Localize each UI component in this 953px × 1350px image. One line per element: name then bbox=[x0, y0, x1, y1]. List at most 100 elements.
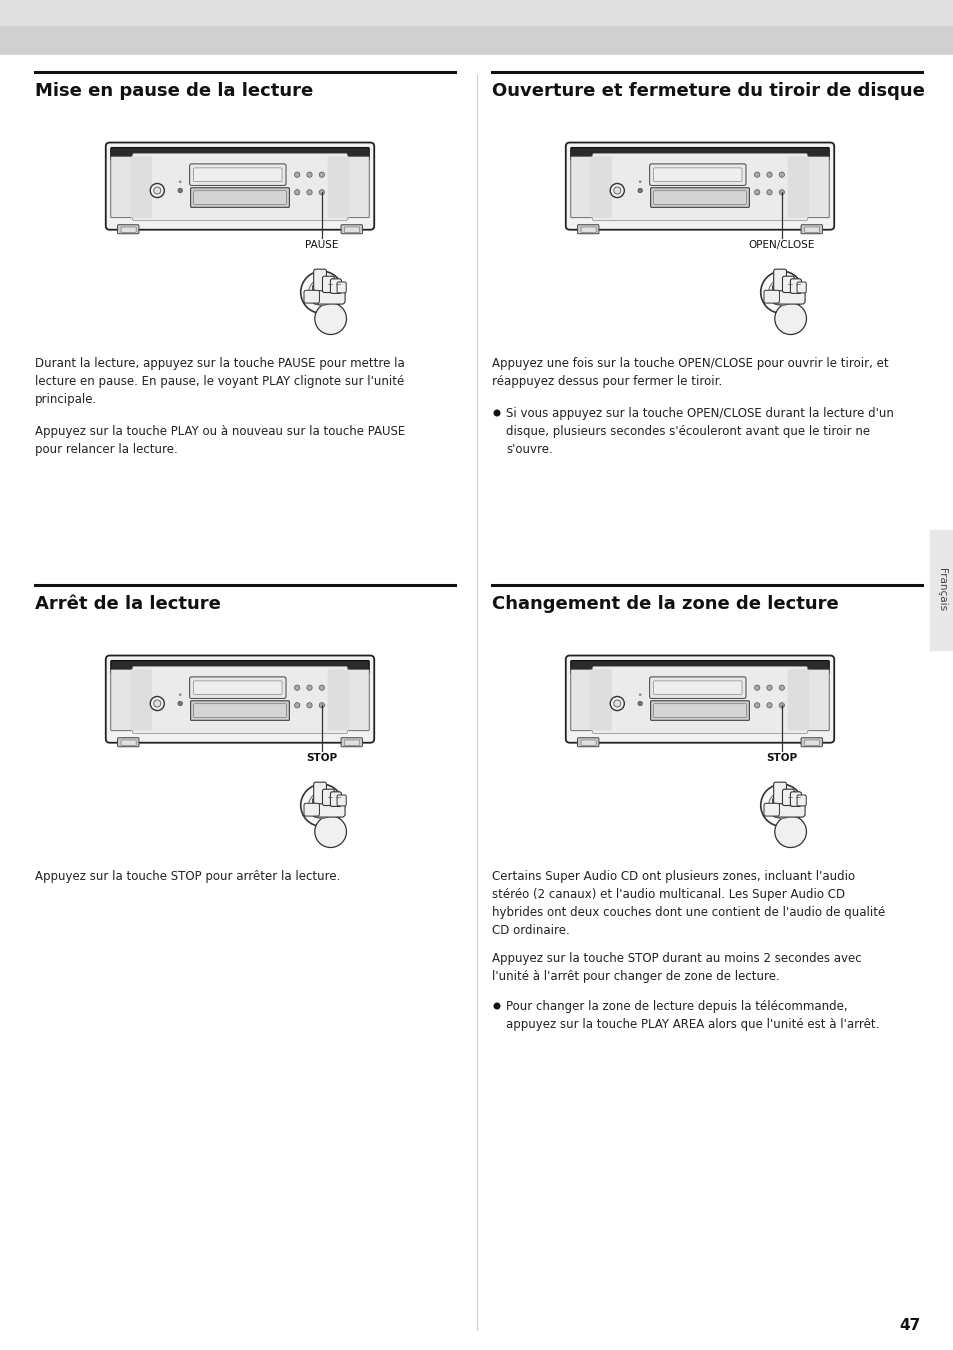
FancyBboxPatch shape bbox=[190, 163, 286, 185]
Circle shape bbox=[639, 181, 640, 184]
FancyBboxPatch shape bbox=[649, 676, 745, 698]
FancyBboxPatch shape bbox=[328, 157, 349, 217]
Circle shape bbox=[178, 694, 181, 697]
FancyBboxPatch shape bbox=[796, 795, 805, 806]
Circle shape bbox=[178, 181, 181, 184]
FancyBboxPatch shape bbox=[787, 157, 808, 217]
FancyBboxPatch shape bbox=[592, 154, 807, 220]
Text: Si vous appuyez sur la touche OPEN/CLOSE durant la lecture d'un
disque, plusieur: Si vous appuyez sur la touche OPEN/CLOSE… bbox=[505, 406, 893, 456]
FancyBboxPatch shape bbox=[131, 670, 152, 730]
Text: STOP: STOP bbox=[765, 753, 797, 763]
FancyBboxPatch shape bbox=[649, 163, 745, 185]
FancyBboxPatch shape bbox=[132, 154, 347, 220]
Text: STOP: STOP bbox=[306, 753, 337, 763]
FancyBboxPatch shape bbox=[801, 224, 821, 234]
FancyBboxPatch shape bbox=[111, 670, 133, 730]
FancyBboxPatch shape bbox=[787, 670, 808, 730]
Circle shape bbox=[153, 188, 161, 194]
Circle shape bbox=[493, 1003, 500, 1010]
FancyBboxPatch shape bbox=[322, 790, 335, 806]
FancyBboxPatch shape bbox=[790, 279, 801, 293]
FancyBboxPatch shape bbox=[763, 290, 779, 304]
FancyBboxPatch shape bbox=[653, 167, 741, 181]
Circle shape bbox=[779, 171, 783, 177]
FancyBboxPatch shape bbox=[117, 224, 139, 234]
FancyBboxPatch shape bbox=[341, 737, 362, 747]
FancyBboxPatch shape bbox=[344, 227, 359, 232]
Circle shape bbox=[766, 171, 771, 177]
FancyBboxPatch shape bbox=[117, 737, 139, 747]
FancyBboxPatch shape bbox=[106, 143, 374, 230]
Circle shape bbox=[774, 302, 805, 335]
Circle shape bbox=[754, 684, 759, 690]
Text: PAUSE: PAUSE bbox=[305, 240, 338, 250]
Circle shape bbox=[300, 784, 342, 826]
Text: Appuyez sur la touche STOP pour arrêter la lecture.: Appuyez sur la touche STOP pour arrêter … bbox=[35, 869, 340, 883]
FancyBboxPatch shape bbox=[653, 703, 745, 717]
FancyBboxPatch shape bbox=[111, 660, 369, 674]
FancyBboxPatch shape bbox=[111, 157, 133, 217]
FancyBboxPatch shape bbox=[565, 656, 833, 743]
Circle shape bbox=[307, 171, 312, 177]
FancyBboxPatch shape bbox=[314, 782, 326, 803]
FancyBboxPatch shape bbox=[314, 269, 326, 290]
Circle shape bbox=[150, 697, 164, 710]
FancyBboxPatch shape bbox=[565, 143, 833, 230]
FancyBboxPatch shape bbox=[322, 277, 335, 293]
FancyBboxPatch shape bbox=[570, 157, 593, 217]
FancyBboxPatch shape bbox=[580, 227, 596, 232]
FancyBboxPatch shape bbox=[570, 670, 593, 730]
FancyBboxPatch shape bbox=[346, 157, 369, 217]
Circle shape bbox=[638, 188, 641, 193]
FancyBboxPatch shape bbox=[592, 667, 807, 733]
Text: Mise en pause de la lecture: Mise en pause de la lecture bbox=[35, 82, 313, 100]
Circle shape bbox=[610, 184, 623, 197]
FancyBboxPatch shape bbox=[590, 157, 612, 217]
Circle shape bbox=[779, 702, 783, 707]
Circle shape bbox=[314, 815, 346, 848]
FancyBboxPatch shape bbox=[346, 670, 369, 730]
FancyBboxPatch shape bbox=[304, 290, 319, 304]
Circle shape bbox=[768, 279, 794, 305]
FancyBboxPatch shape bbox=[773, 269, 785, 290]
Circle shape bbox=[754, 702, 759, 707]
FancyBboxPatch shape bbox=[191, 188, 289, 208]
Circle shape bbox=[493, 409, 500, 417]
Circle shape bbox=[779, 189, 783, 194]
Text: Appuyez sur la touche STOP durant au moins 2 secondes avec
l'unité à l'arrêt pou: Appuyez sur la touche STOP durant au moi… bbox=[492, 952, 861, 983]
Bar bbox=[0, 0, 953, 26]
Circle shape bbox=[754, 189, 759, 194]
FancyBboxPatch shape bbox=[193, 167, 282, 181]
FancyBboxPatch shape bbox=[304, 803, 319, 817]
FancyBboxPatch shape bbox=[193, 190, 286, 204]
Circle shape bbox=[307, 702, 312, 707]
Text: Appuyez une fois sur la touche OPEN/CLOSE pour ouvrir le tiroir, et
réappuyez de: Appuyez une fois sur la touche OPEN/CLOS… bbox=[492, 356, 887, 387]
Text: Arrêt de la lecture: Arrêt de la lecture bbox=[35, 595, 221, 613]
Text: Changement de la zone de lecture: Changement de la zone de lecture bbox=[492, 595, 838, 613]
FancyBboxPatch shape bbox=[191, 701, 289, 721]
FancyBboxPatch shape bbox=[805, 157, 828, 217]
FancyBboxPatch shape bbox=[190, 676, 286, 698]
Circle shape bbox=[766, 189, 771, 194]
FancyBboxPatch shape bbox=[590, 670, 612, 730]
Text: 47: 47 bbox=[899, 1318, 920, 1332]
FancyBboxPatch shape bbox=[580, 740, 596, 745]
FancyBboxPatch shape bbox=[193, 680, 282, 694]
Text: OPEN/CLOSE: OPEN/CLOSE bbox=[748, 240, 814, 250]
Circle shape bbox=[294, 189, 299, 194]
Circle shape bbox=[294, 171, 299, 177]
Circle shape bbox=[766, 702, 771, 707]
FancyBboxPatch shape bbox=[801, 737, 821, 747]
Circle shape bbox=[774, 815, 805, 848]
Text: Pour changer la zone de lecture depuis la télécommande,
appuyez sur la touche PL: Pour changer la zone de lecture depuis l… bbox=[505, 1000, 879, 1031]
Text: Durant la lecture, appuyez sur la touche PAUSE pour mettre la
lecture en pause. : Durant la lecture, appuyez sur la touche… bbox=[35, 356, 404, 406]
Circle shape bbox=[768, 792, 794, 818]
Circle shape bbox=[178, 701, 182, 706]
FancyBboxPatch shape bbox=[653, 680, 741, 694]
FancyBboxPatch shape bbox=[132, 667, 347, 733]
Circle shape bbox=[153, 701, 161, 707]
FancyBboxPatch shape bbox=[773, 782, 785, 803]
Circle shape bbox=[319, 171, 324, 177]
Circle shape bbox=[294, 702, 299, 707]
Circle shape bbox=[638, 701, 641, 706]
